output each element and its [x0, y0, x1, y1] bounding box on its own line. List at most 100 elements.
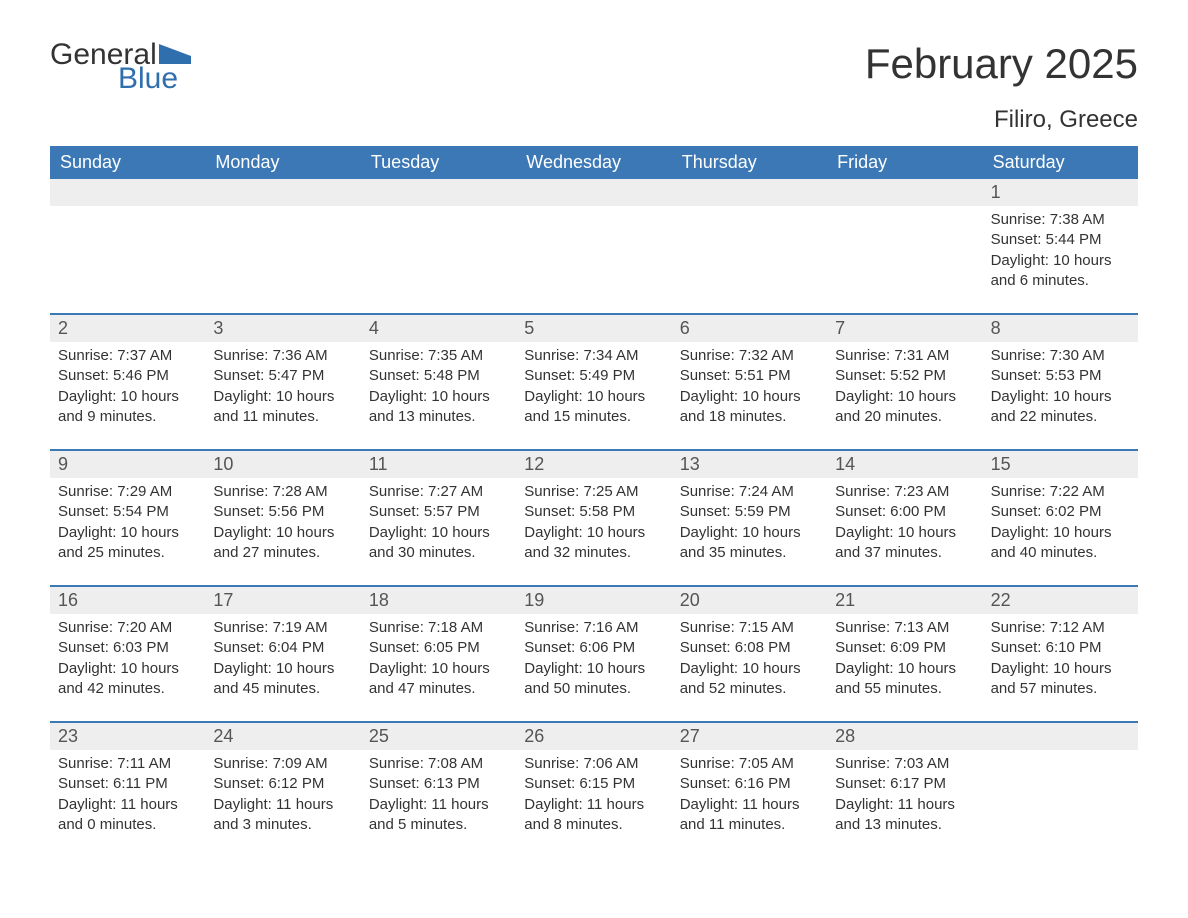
day-cell: Sunrise: 7:23 AMSunset: 6:00 PMDaylight:…	[827, 478, 982, 563]
day-number: 15	[983, 451, 1138, 478]
day-number	[205, 179, 360, 206]
calendar-week: 1Sunrise: 7:38 AMSunset: 5:44 PMDaylight…	[50, 179, 1138, 291]
sunrise-line: Sunrise: 7:18 AM	[369, 618, 508, 638]
day-number: 22	[983, 587, 1138, 614]
sunrise-line: Sunrise: 7:06 AM	[524, 754, 663, 774]
day-number: 3	[205, 315, 360, 342]
day-cell: Sunrise: 7:24 AMSunset: 5:59 PMDaylight:…	[672, 478, 827, 563]
day-cell	[50, 206, 205, 291]
sunrise-line: Sunrise: 7:13 AM	[835, 618, 974, 638]
day-number: 24	[205, 723, 360, 750]
day-cell: Sunrise: 7:06 AMSunset: 6:15 PMDaylight:…	[516, 750, 671, 835]
day-cell: Sunrise: 7:15 AMSunset: 6:08 PMDaylight:…	[672, 614, 827, 699]
sunset-line: Sunset: 5:53 PM	[991, 366, 1130, 386]
day-cell: Sunrise: 7:38 AMSunset: 5:44 PMDaylight:…	[983, 206, 1138, 291]
sunset-line: Sunset: 6:02 PM	[991, 502, 1130, 522]
day-cell: Sunrise: 7:37 AMSunset: 5:46 PMDaylight:…	[50, 342, 205, 427]
sunset-line: Sunset: 6:10 PM	[991, 638, 1130, 658]
day-cell: Sunrise: 7:25 AMSunset: 5:58 PMDaylight:…	[516, 478, 671, 563]
weekday-header: Thursday	[672, 146, 827, 179]
sunset-line: Sunset: 6:09 PM	[835, 638, 974, 658]
sunrise-line: Sunrise: 7:03 AM	[835, 754, 974, 774]
sunrise-line: Sunrise: 7:11 AM	[58, 754, 197, 774]
day-cell	[983, 750, 1138, 835]
daylight-line: Daylight: 11 hours and 8 minutes.	[524, 795, 663, 836]
day-cell: Sunrise: 7:20 AMSunset: 6:03 PMDaylight:…	[50, 614, 205, 699]
day-number: 8	[983, 315, 1138, 342]
daylight-line: Daylight: 10 hours and 37 minutes.	[835, 523, 974, 564]
day-number: 26	[516, 723, 671, 750]
daylight-line: Daylight: 10 hours and 6 minutes.	[991, 251, 1130, 292]
sunrise-line: Sunrise: 7:30 AM	[991, 346, 1130, 366]
sunrise-line: Sunrise: 7:12 AM	[991, 618, 1130, 638]
sunrise-line: Sunrise: 7:35 AM	[369, 346, 508, 366]
daylight-line: Daylight: 11 hours and 0 minutes.	[58, 795, 197, 836]
sunset-line: Sunset: 5:49 PM	[524, 366, 663, 386]
sunset-line: Sunset: 6:00 PM	[835, 502, 974, 522]
day-number: 19	[516, 587, 671, 614]
day-number	[983, 723, 1138, 750]
day-number: 1	[983, 179, 1138, 206]
sunset-line: Sunset: 6:17 PM	[835, 774, 974, 794]
day-cell: Sunrise: 7:30 AMSunset: 5:53 PMDaylight:…	[983, 342, 1138, 427]
daylight-line: Daylight: 10 hours and 40 minutes.	[991, 523, 1130, 564]
day-number: 17	[205, 587, 360, 614]
sunrise-line: Sunrise: 7:15 AM	[680, 618, 819, 638]
day-number	[672, 179, 827, 206]
daylight-line: Daylight: 10 hours and 18 minutes.	[680, 387, 819, 428]
daylight-line: Daylight: 10 hours and 22 minutes.	[991, 387, 1130, 428]
daylight-line: Daylight: 10 hours and 9 minutes.	[58, 387, 197, 428]
day-number: 7	[827, 315, 982, 342]
daylight-line: Daylight: 10 hours and 57 minutes.	[991, 659, 1130, 700]
day-number: 11	[361, 451, 516, 478]
daylight-line: Daylight: 11 hours and 5 minutes.	[369, 795, 508, 836]
day-number: 12	[516, 451, 671, 478]
sunrise-line: Sunrise: 7:23 AM	[835, 482, 974, 502]
brand-logo: General Blue	[50, 40, 191, 100]
day-cell: Sunrise: 7:31 AMSunset: 5:52 PMDaylight:…	[827, 342, 982, 427]
calendar-week: 16171819202122Sunrise: 7:20 AMSunset: 6:…	[50, 585, 1138, 699]
day-number: 23	[50, 723, 205, 750]
day-cell	[361, 206, 516, 291]
daylight-line: Daylight: 10 hours and 27 minutes.	[213, 523, 352, 564]
day-number	[50, 179, 205, 206]
weekday-header-row: SundayMondayTuesdayWednesdayThursdayFrid…	[50, 146, 1138, 179]
weekday-header: Wednesday	[516, 146, 671, 179]
calendar-week: 2345678Sunrise: 7:37 AMSunset: 5:46 PMDa…	[50, 313, 1138, 427]
daylight-line: Daylight: 10 hours and 15 minutes.	[524, 387, 663, 428]
day-cell: Sunrise: 7:19 AMSunset: 6:04 PMDaylight:…	[205, 614, 360, 699]
weekday-header: Friday	[827, 146, 982, 179]
sunrise-line: Sunrise: 7:20 AM	[58, 618, 197, 638]
day-cell	[516, 206, 671, 291]
daylight-line: Daylight: 11 hours and 13 minutes.	[835, 795, 974, 836]
location-label: Filiro, Greece	[865, 106, 1138, 134]
day-number: 21	[827, 587, 982, 614]
day-cell: Sunrise: 7:12 AMSunset: 6:10 PMDaylight:…	[983, 614, 1138, 699]
daylight-line: Daylight: 10 hours and 45 minutes.	[213, 659, 352, 700]
sunset-line: Sunset: 5:54 PM	[58, 502, 197, 522]
sunset-line: Sunset: 5:47 PM	[213, 366, 352, 386]
day-cell: Sunrise: 7:27 AMSunset: 5:57 PMDaylight:…	[361, 478, 516, 563]
sunset-line: Sunset: 5:44 PM	[991, 230, 1130, 250]
daylight-line: Daylight: 10 hours and 11 minutes.	[213, 387, 352, 428]
daylight-line: Daylight: 11 hours and 3 minutes.	[213, 795, 352, 836]
sunrise-line: Sunrise: 7:36 AM	[213, 346, 352, 366]
day-cell: Sunrise: 7:32 AMSunset: 5:51 PMDaylight:…	[672, 342, 827, 427]
daylight-line: Daylight: 10 hours and 47 minutes.	[369, 659, 508, 700]
weekday-header: Sunday	[50, 146, 205, 179]
weekday-header: Monday	[205, 146, 360, 179]
day-cell: Sunrise: 7:36 AMSunset: 5:47 PMDaylight:…	[205, 342, 360, 427]
day-number: 28	[827, 723, 982, 750]
sunrise-line: Sunrise: 7:05 AM	[680, 754, 819, 774]
sunrise-line: Sunrise: 7:27 AM	[369, 482, 508, 502]
sunrise-line: Sunrise: 7:31 AM	[835, 346, 974, 366]
sunset-line: Sunset: 6:05 PM	[369, 638, 508, 658]
sunset-line: Sunset: 5:51 PM	[680, 366, 819, 386]
day-number: 6	[672, 315, 827, 342]
daynum-row: 2345678	[50, 315, 1138, 342]
day-number: 25	[361, 723, 516, 750]
day-number	[516, 179, 671, 206]
day-cell	[205, 206, 360, 291]
sunrise-line: Sunrise: 7:34 AM	[524, 346, 663, 366]
day-cell: Sunrise: 7:13 AMSunset: 6:09 PMDaylight:…	[827, 614, 982, 699]
